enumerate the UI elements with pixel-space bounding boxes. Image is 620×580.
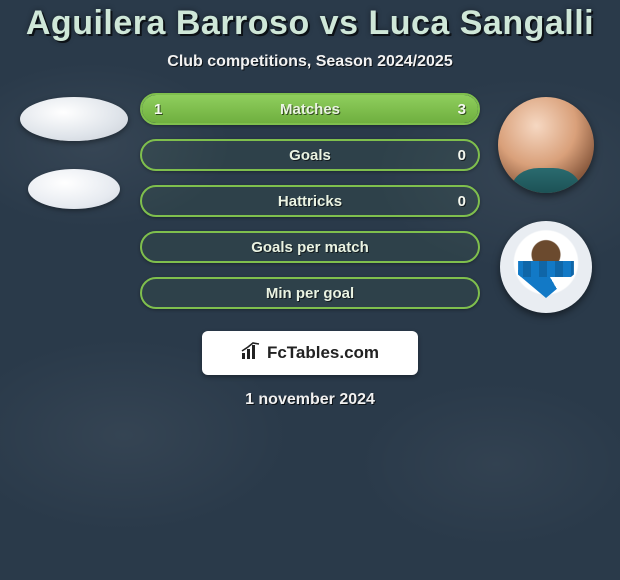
stat-bars: 13Matches0Goals0HattricksGoals per match… xyxy=(140,93,480,309)
date-label: 1 november 2024 xyxy=(245,391,375,409)
stat-bar: Goals per match xyxy=(140,231,480,263)
stat-value-right: 0 xyxy=(446,187,478,215)
stat-bar: Min per goal xyxy=(140,277,480,309)
subtitle: Club competitions, Season 2024/2025 xyxy=(167,53,452,71)
right-club-badge xyxy=(500,221,592,313)
right-player-column xyxy=(486,93,606,313)
stat-bar: 13Matches xyxy=(140,93,480,125)
left-player-avatar xyxy=(20,97,128,141)
stat-label: Min per goal xyxy=(142,279,478,307)
stat-bar: 0Goals xyxy=(140,139,480,171)
stat-bar-fill-left xyxy=(142,95,226,123)
chart-icon xyxy=(241,342,261,365)
stat-label: Hattricks xyxy=(142,187,478,215)
comparison-row: 13Matches0Goals0HattricksGoals per match… xyxy=(0,93,620,313)
source-logo-card: FcTables.com xyxy=(202,331,418,375)
infographic: Aguilera Barroso vs Luca Sangalli Club c… xyxy=(0,0,620,580)
stat-bar-fill-right xyxy=(226,95,478,123)
left-player-column xyxy=(14,93,134,209)
stat-value-right: 0 xyxy=(446,141,478,169)
source-logo-text: FcTables.com xyxy=(267,343,379,363)
stat-label: Goals per match xyxy=(142,233,478,261)
right-player-avatar xyxy=(498,97,594,193)
page-title: Aguilera Barroso vs Luca Sangalli xyxy=(26,4,594,43)
stat-bar: 0Hattricks xyxy=(140,185,480,217)
stat-label: Goals xyxy=(142,141,478,169)
right-club-badge-shield xyxy=(515,236,577,298)
left-club-badge xyxy=(28,169,120,209)
